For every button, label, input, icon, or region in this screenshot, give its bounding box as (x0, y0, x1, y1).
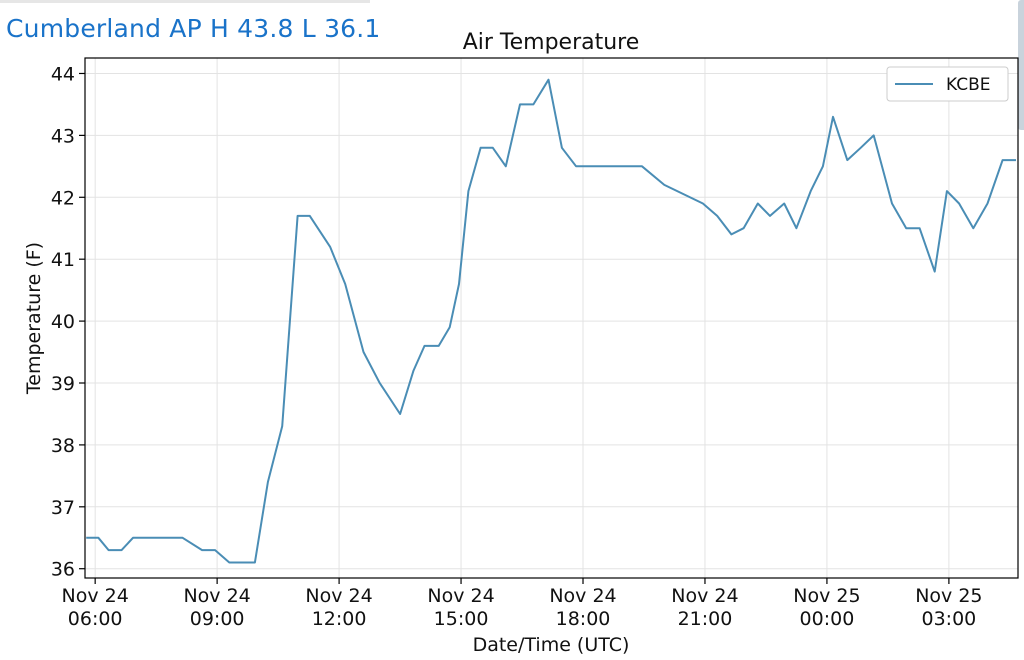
y-tick-label: 42 (51, 187, 75, 209)
x-axis-label: Date/Time (UTC) (473, 634, 630, 656)
x-tick-label-time: 15:00 (434, 608, 489, 630)
y-tick-label: 43 (51, 125, 75, 147)
x-tick-label-time: 12:00 (312, 608, 367, 630)
x-tick-label-time: 03:00 (922, 608, 977, 630)
x-tick-label-date: Nov 24 (427, 585, 494, 607)
grid-lines (85, 58, 1018, 578)
top-divider (0, 0, 370, 3)
x-tick-label-time: 18:00 (556, 608, 611, 630)
y-tick-label: 36 (51, 559, 75, 581)
x-tick-label-time: 06:00 (68, 608, 123, 630)
x-tick-label-date: Nov 24 (549, 585, 616, 607)
x-tick-label-time: 21:00 (678, 608, 733, 630)
station-title: Cumberland AP H 43.8 L 36.1 (6, 14, 381, 43)
y-tick-label: 41 (51, 249, 75, 271)
chart-title: Air Temperature (463, 30, 640, 55)
y-axis-label: Temperature (F) (23, 242, 45, 395)
series-line-kcbe (86, 78, 1016, 564)
y-tick-label: 44 (51, 63, 75, 85)
scroll-edge[interactable] (1018, 0, 1024, 130)
legend-label-kcbe: KCBE (946, 75, 991, 95)
x-tick-label-date: Nov 25 (915, 585, 982, 607)
plot-frame (84, 57, 1019, 579)
legend-box (886, 66, 1009, 102)
x-tick-label-date: Nov 24 (305, 585, 372, 607)
plot-area (85, 58, 1018, 578)
x-tick-label-date: Nov 25 (793, 585, 860, 607)
x-tick-label-time: 00:00 (800, 608, 855, 630)
y-tick-label: 37 (51, 497, 75, 519)
x-tick-label-date: Nov 24 (671, 585, 738, 607)
x-tick-label-date: Nov 24 (62, 585, 129, 607)
chart-legend[interactable]: KCBE (886, 66, 1009, 102)
y-tick-label: 39 (51, 373, 75, 395)
x-tick-label-time: 09:00 (190, 608, 245, 630)
y-tick-label: 38 (51, 435, 75, 457)
x-tick-label-date: Nov 24 (183, 585, 250, 607)
y-tick-label: 40 (51, 311, 75, 333)
